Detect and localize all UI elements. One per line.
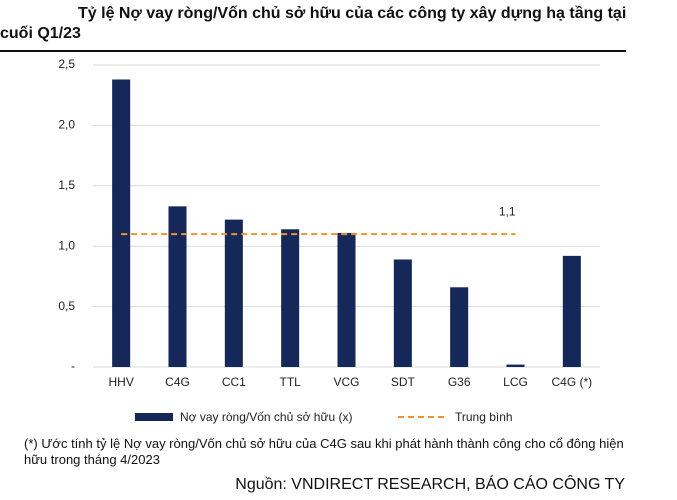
x-tick-label: C4G (*) — [551, 375, 592, 389]
x-tick-label: SDT — [391, 375, 416, 389]
y-tick-label: 0,5 — [58, 299, 75, 313]
bar — [224, 219, 243, 367]
bar — [112, 79, 131, 367]
x-tick-label: LCG — [503, 375, 528, 389]
y-tick-label: 1,0 — [58, 238, 75, 252]
bar — [281, 229, 300, 367]
x-tick-label: VCG — [333, 375, 359, 389]
legend-swatch — [135, 413, 173, 421]
bar — [393, 259, 412, 367]
source: Nguồn: VNDIRECT RESEARCH, BÁO CÁO CÔNG T… — [235, 476, 625, 493]
x-tick-label: G36 — [448, 375, 471, 389]
chart-title: Tỷ lệ Nợ vay ròng/Vốn chủ sở hữu của các… — [0, 5, 627, 42]
x-tick-label: TTL — [279, 375, 301, 389]
bar — [168, 206, 187, 367]
bar — [337, 232, 356, 367]
y-tick-label: 1,5 — [58, 178, 75, 192]
footnote: (*) Ước tính tỷ lệ Nợ vay ròng/Vốn chủ s… — [24, 436, 624, 467]
x-tick-label: HHV — [108, 375, 133, 389]
legend-label: Trung bình — [455, 410, 513, 424]
bar — [506, 364, 525, 367]
x-tick-label: CC1 — [222, 375, 246, 389]
legend-label: Nợ vay ròng/Vốn chủ sở hữu (x) — [180, 410, 353, 424]
bar — [450, 287, 469, 367]
y-tick-label: 2,0 — [58, 118, 75, 132]
y-tick-label: 2,5 — [58, 57, 75, 71]
y-tick-label: - — [71, 359, 75, 373]
average-label: 1,1 — [499, 204, 516, 218]
title-rule — [0, 50, 626, 52]
bar — [562, 255, 581, 367]
x-tick-label: C4G — [165, 375, 190, 389]
